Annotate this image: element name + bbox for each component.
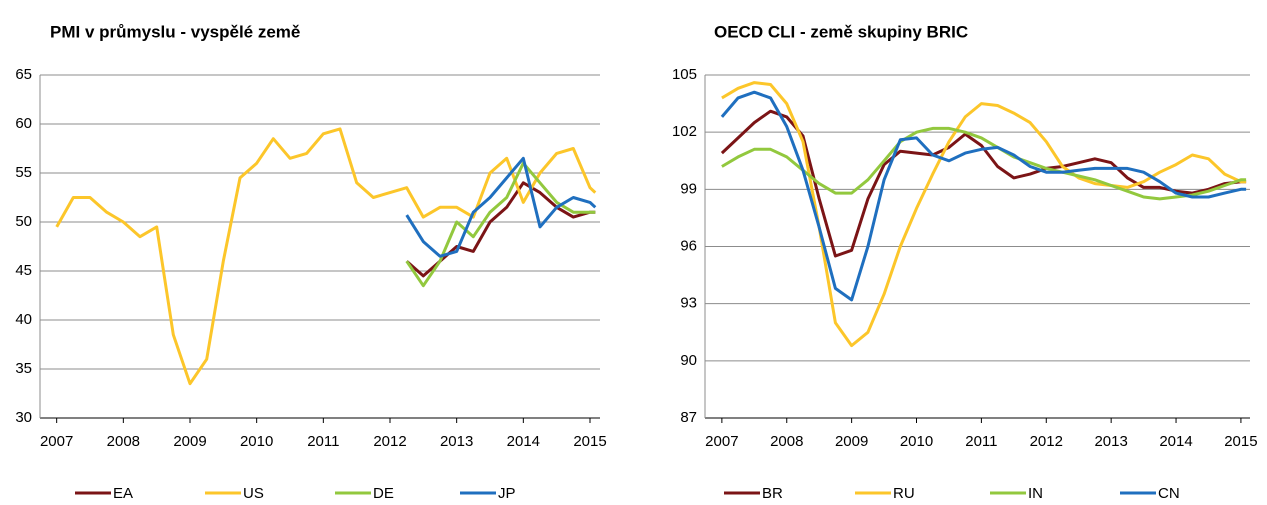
x-tick-label: 2010 xyxy=(900,433,933,450)
series-line xyxy=(721,81,1247,348)
legend-label: JP xyxy=(498,485,516,502)
x-tick-label: 2014 xyxy=(507,433,540,450)
series-line xyxy=(405,181,596,278)
x-tick-label: 2014 xyxy=(1159,433,1192,450)
x-tick-label: 2008 xyxy=(770,433,803,450)
x-tick-label: 2010 xyxy=(240,433,273,450)
y-tick-label: 50 xyxy=(15,213,32,230)
series-line xyxy=(721,126,1247,201)
x-tick-label: 2009 xyxy=(173,433,206,450)
y-tick-label: 35 xyxy=(15,360,32,377)
x-tick-label: 2007 xyxy=(40,433,73,450)
y-tick-label: 30 xyxy=(15,409,32,426)
y-tick-label: 99 xyxy=(680,180,697,197)
legend-label: CN xyxy=(1158,485,1180,502)
y-tick-label: 65 xyxy=(15,66,32,83)
legend-label: IN xyxy=(1028,485,1043,502)
chart-title: OECD CLI - země skupiny BRIC xyxy=(714,22,968,41)
legend-label: EA xyxy=(113,485,133,502)
series-line xyxy=(720,109,1247,258)
y-tick-label: 90 xyxy=(680,352,697,369)
y-tick-label: 96 xyxy=(680,237,697,254)
y-tick-label: 87 xyxy=(680,409,697,426)
x-tick-label: 2015 xyxy=(573,433,606,450)
y-tick-label: 40 xyxy=(15,311,32,328)
x-tick-label: 2009 xyxy=(835,433,868,450)
x-tick-label: 2013 xyxy=(440,433,473,450)
series-line xyxy=(405,161,596,288)
y-tick-label: 105 xyxy=(672,66,697,83)
y-tick-label: 93 xyxy=(680,295,697,312)
x-tick-label: 2013 xyxy=(1094,433,1127,450)
x-tick-label: 2012 xyxy=(373,433,406,450)
x-tick-label: 2015 xyxy=(1224,433,1257,450)
series-line xyxy=(720,90,1247,302)
y-tick-label: 55 xyxy=(15,164,32,181)
series-line xyxy=(405,156,597,258)
legend-label: RU xyxy=(893,485,915,502)
legend-label: BR xyxy=(762,485,783,502)
y-tick-label: 102 xyxy=(672,123,697,140)
y-tick-label: 60 xyxy=(15,115,32,132)
x-tick-label: 2012 xyxy=(1030,433,1063,450)
x-tick-label: 2007 xyxy=(705,433,738,450)
x-tick-label: 2008 xyxy=(107,433,140,450)
y-tick-label: 45 xyxy=(15,262,32,279)
legend-label: DE xyxy=(373,485,394,502)
x-tick-label: 2011 xyxy=(965,433,997,450)
legend-label: US xyxy=(243,485,264,502)
x-tick-label: 2011 xyxy=(307,433,339,450)
chart-title: PMI v průmyslu - vyspělé země xyxy=(50,22,300,41)
